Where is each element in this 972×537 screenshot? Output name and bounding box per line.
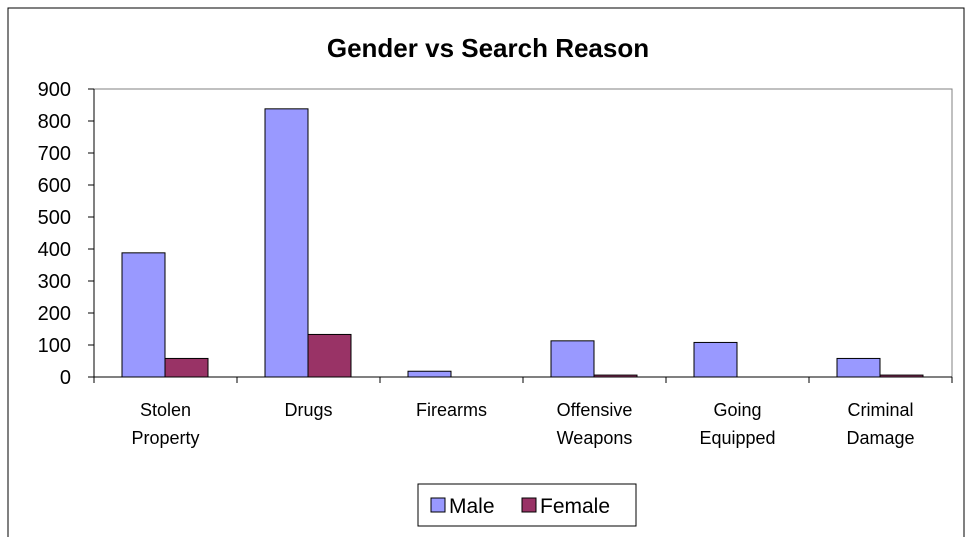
y-tick-label: 300 <box>38 271 71 293</box>
x-axis: Stolen Property Drugs Firearms Offensive Weap… <box>93 376 953 448</box>
bar-female-1 <box>307 333 352 378</box>
bars <box>121 108 924 378</box>
y-tick-label: 200 <box>38 303 71 325</box>
plot-area <box>93 88 953 378</box>
y-tick-label: 100 <box>38 335 71 357</box>
legend-label-female: Female <box>540 495 610 518</box>
y-tick-label: 700 <box>38 143 71 165</box>
y-tick-label: 500 <box>38 207 71 229</box>
y-tick-label: 600 <box>38 175 71 197</box>
bar-male-0 <box>121 252 166 378</box>
x-tick-label: Drugs <box>284 400 332 420</box>
x-tick-label: Stolen Property <box>131 400 199 448</box>
bar-male-3 <box>550 340 595 378</box>
bar-male-1 <box>264 108 309 378</box>
legend-swatch-male <box>430 497 446 513</box>
legend-label-male: Male <box>449 495 495 518</box>
bar-male-4 <box>693 341 738 378</box>
y-tick-label: 800 <box>38 111 71 133</box>
x-tick-label: Offensive Weapons <box>557 400 633 448</box>
bar-male-5 <box>836 357 881 378</box>
x-tick-label: Criminal Damage <box>846 400 914 448</box>
legend-swatch-female <box>521 497 537 513</box>
chart-title: Gender vs Search Reason <box>327 33 649 63</box>
y-tick-label: 0 <box>60 367 71 389</box>
bar-female-0 <box>164 357 209 378</box>
x-tick-label: Firearms <box>416 400 487 420</box>
x-tick-label: Going Equipped <box>699 400 775 448</box>
y-tick-label: 900 <box>38 79 71 101</box>
chart-area-border <box>7 7 965 537</box>
bar-male-2 <box>407 370 452 378</box>
y-axis: 0 100 200 300 400 500 600 700 800 900 <box>38 79 95 389</box>
legend: Male Female <box>417 483 637 527</box>
y-tick-label: 400 <box>38 239 71 261</box>
